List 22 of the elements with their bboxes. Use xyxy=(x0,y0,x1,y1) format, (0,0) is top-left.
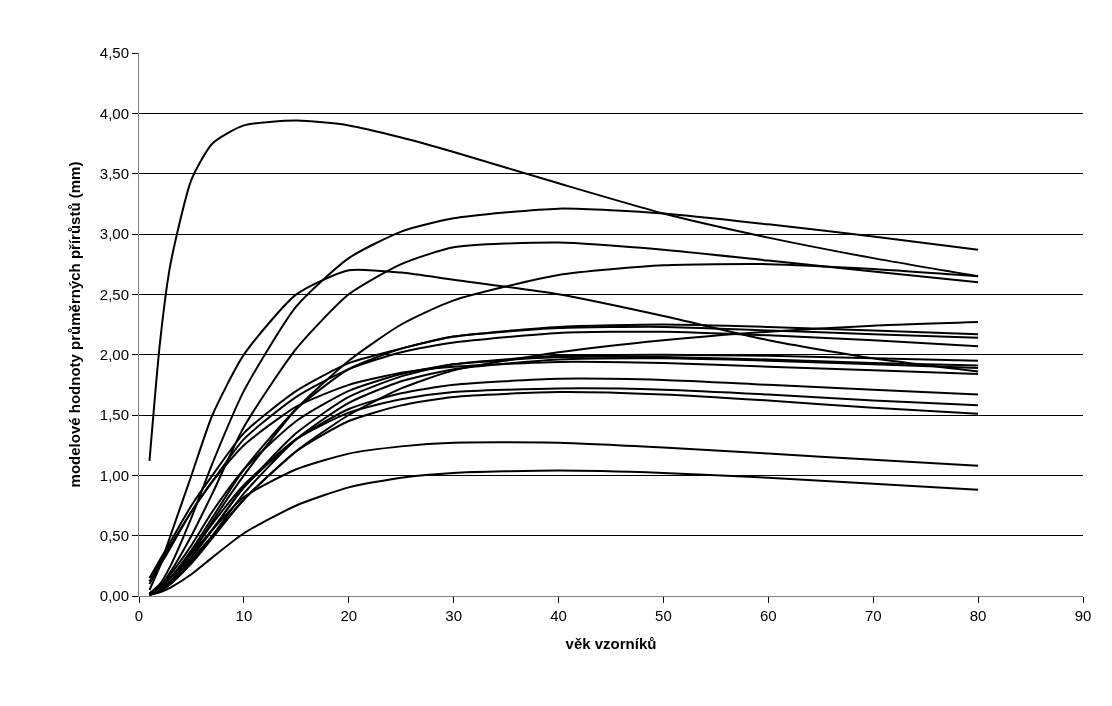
x-tick-label: 90 xyxy=(1074,607,1092,624)
y-axis-title: modelové hodnoty průměrných přírůstů (mm) xyxy=(66,161,84,488)
x-tick-label: 70 xyxy=(864,607,882,624)
y-tick-label: 2,00 xyxy=(99,345,129,363)
y-tick-label: 4,50 xyxy=(99,44,129,62)
x-tick-label: 50 xyxy=(655,607,672,624)
y-tick-label: 1,50 xyxy=(99,406,129,424)
x-axis-title: věk vzorníků xyxy=(565,635,657,652)
x-tick-label: 40 xyxy=(550,607,567,624)
x-tick-label: 80 xyxy=(969,607,987,624)
y-tick-label: 0,50 xyxy=(99,526,129,544)
y-tick-label: 3,50 xyxy=(99,164,129,182)
x-tick-label: 30 xyxy=(445,607,463,624)
y-tick-label: 4,00 xyxy=(99,104,129,122)
y-tick-label: 2,50 xyxy=(99,285,129,303)
y-tick-label: 1,00 xyxy=(99,466,129,484)
x-tick-label: 10 xyxy=(235,607,253,624)
y-tick-label: 0,00 xyxy=(99,587,129,605)
x-tick-label: 0 xyxy=(134,607,144,624)
x-tick-label: 20 xyxy=(340,607,358,624)
y-tick-label: 3,00 xyxy=(99,225,129,243)
x-tick-label: 60 xyxy=(759,607,777,624)
